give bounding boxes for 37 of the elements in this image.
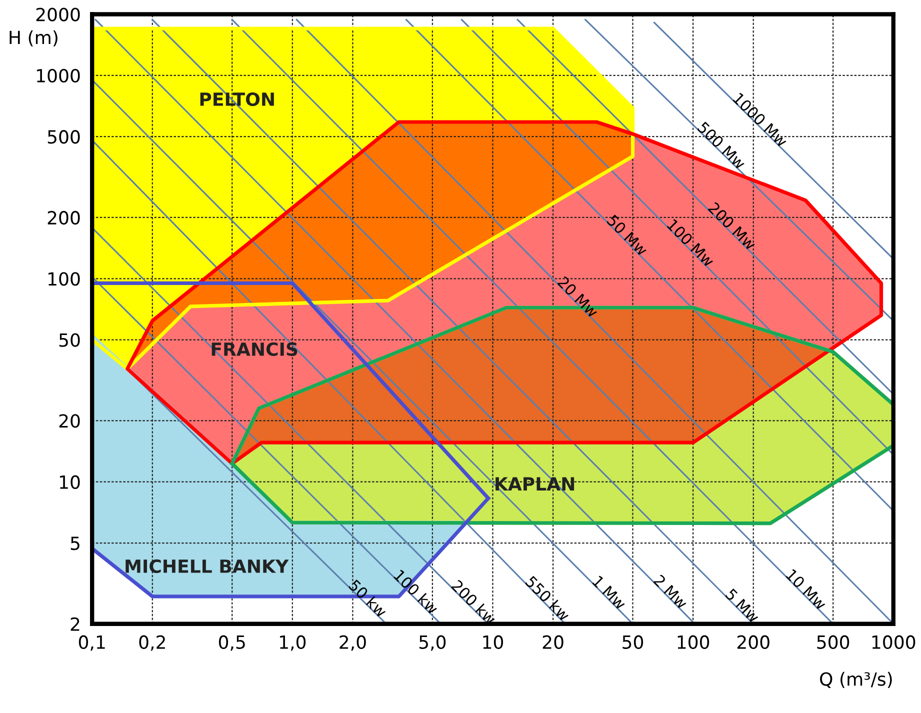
text: 5 Mw <box>724 588 760 624</box>
x-tick-label: 1,0 <box>280 635 306 651</box>
y-tick-label: 5 <box>70 536 80 550</box>
y-tick-label: 50 <box>59 333 80 347</box>
text: 200 kw <box>450 579 498 626</box>
text: 50 Mw <box>606 214 649 256</box>
text: 2 Mw <box>653 574 688 610</box>
text: 500 Mw <box>697 121 747 170</box>
y-tick-label: 1000 <box>37 68 80 83</box>
text: 50 kw <box>348 578 388 618</box>
y-tick-label: 2000 <box>36 8 80 22</box>
text: 100 kw <box>393 569 440 615</box>
x-tick-label: 0,1 <box>78 635 105 651</box>
y-tick-label: 20 <box>59 414 80 428</box>
y-tick-label: 10 <box>60 475 80 489</box>
text: 550 kw <box>524 575 571 622</box>
annotation: MICHELL BANKY <box>126 559 289 574</box>
text: 10 Mw <box>785 568 828 611</box>
x-axis-title: Q (m³/s) <box>820 672 892 688</box>
y-tick-label: 500 <box>48 130 80 144</box>
x-tick-label: 1000 <box>872 635 916 649</box>
x-tick-label: 20 <box>542 635 564 649</box>
x-tick-label: 10 <box>483 635 504 649</box>
y-tick-label: 2 <box>70 617 80 631</box>
x-tick-label: 2,0 <box>340 635 366 651</box>
x-tick-label: 0,5 <box>218 635 245 651</box>
x-tick-label: 5,0 <box>419 635 446 651</box>
x-tick-label: 500 <box>817 635 850 649</box>
x-tick-label: 50 <box>622 635 644 649</box>
text: 20 Mw <box>557 276 600 318</box>
y-tick-label: 200 <box>48 210 80 225</box>
y-tick-label: 100 <box>48 272 80 286</box>
text: 1 Mw <box>592 575 627 610</box>
x-tick-label: 200 <box>737 635 770 649</box>
x-tick-label: 100 <box>678 635 710 649</box>
x-tick-label: 0,2 <box>139 635 165 651</box>
y-axis-title: H (m) <box>10 30 58 46</box>
